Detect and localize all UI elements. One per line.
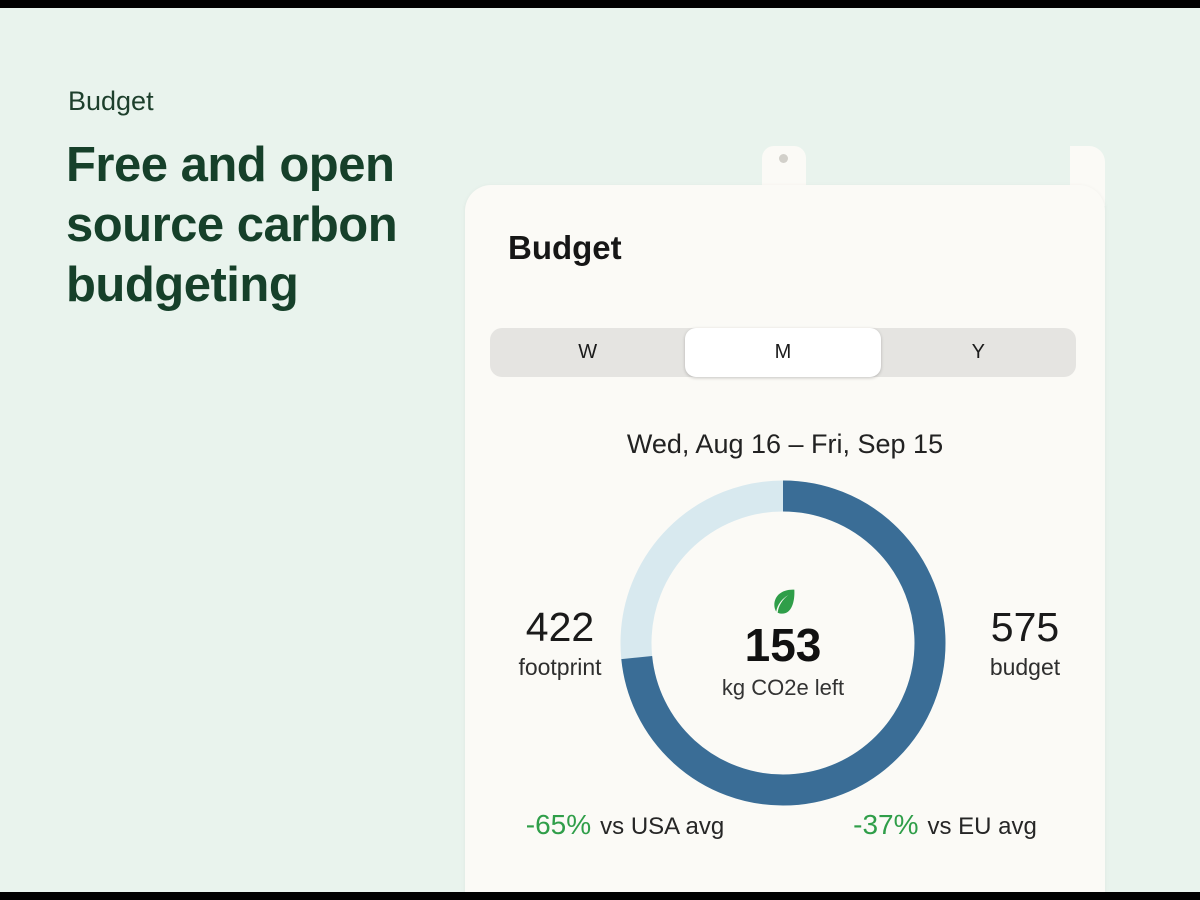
segment-month[interactable]: M	[685, 328, 881, 377]
donut-center: 153 kg CO2e left	[620, 480, 946, 806]
budget-stat: 575 budget	[960, 604, 1090, 681]
footprint-value: 422	[525, 604, 595, 650]
remaining-label: kg CO2e left	[721, 675, 845, 701]
segment-week[interactable]: W	[578, 341, 598, 363]
segment-year[interactable]: Y	[971, 341, 985, 363]
usa-label: vs USA avg	[600, 813, 725, 840]
donut-progress-arc	[620, 480, 946, 806]
footprint-stat: 422 footprint	[495, 604, 625, 681]
date-range-label: Wed, Aug 16 – Fri, Sep 15	[626, 429, 944, 459]
usa-delta: -65%	[525, 809, 592, 840]
period-segmented-control: W M Y	[490, 328, 1076, 377]
hero-headline: Free and open source carbon budgeting	[66, 138, 398, 312]
budget-donut-chart: 153 kg CO2e left	[620, 480, 946, 806]
usa-comparison: -65% vs USA avg	[465, 809, 785, 841]
budget-value: 575	[990, 604, 1060, 650]
letterbox-bar-top	[0, 0, 1200, 8]
donut-svg	[620, 480, 946, 806]
budget-app-card: Budget W M Y Wed, Aug 16 – Fri, Sep 15 1…	[465, 185, 1105, 892]
eu-delta: -37%	[853, 809, 919, 840]
budget-label: budget	[989, 654, 1061, 681]
leaf-icon	[774, 589, 795, 614]
comparison-row: -65% vs USA avg -37% vs EU avg	[465, 809, 1105, 841]
eu-comparison: -37% vs EU avg	[785, 809, 1105, 841]
camera-dot-icon	[779, 154, 788, 163]
footprint-label: footprint	[518, 654, 602, 681]
section-eyebrow: Budget	[68, 86, 154, 116]
card-title: Budget	[508, 229, 622, 266]
letterbox-bar-bottom	[0, 892, 1200, 900]
remaining-value: 153	[744, 618, 822, 671]
eu-label: vs EU avg	[927, 813, 1037, 840]
